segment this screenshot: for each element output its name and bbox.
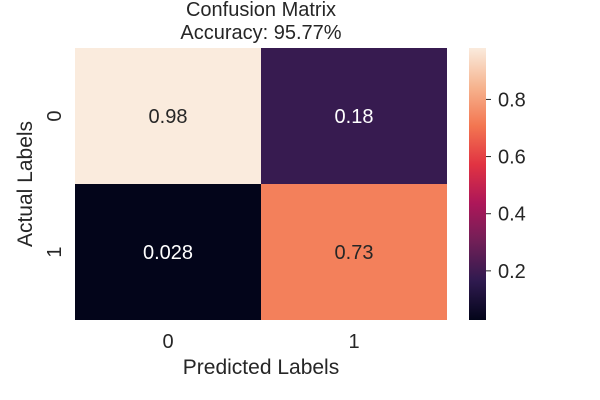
heatmap-cell-0-1 <box>261 48 447 184</box>
cell-annotation-1-1: 0.73 <box>335 242 374 264</box>
colorbar-ticks: 0.2 0.4 0.6 0.8 <box>486 89 526 283</box>
heatmap-cell-0-0 <box>75 48 261 184</box>
colorbar <box>469 48 486 320</box>
y-axis-label: Actual Labels <box>14 121 37 247</box>
y-tick-label: 1 <box>44 246 66 257</box>
x-tick-label: 1 <box>348 331 359 353</box>
y-tick-label: 0 <box>44 110 66 121</box>
cell-annotation-0-1: 0.18 <box>335 106 374 128</box>
y-tick-labels: 01 <box>44 110 66 257</box>
chart-title: Confusion Matrix <box>186 0 336 21</box>
colorbar-tick-label: 0.4 <box>498 204 526 226</box>
heatmap-grid: 0.98 0.18 0.028 0.73 <box>75 48 447 320</box>
x-axis-label: Predicted Labels <box>183 356 339 379</box>
chart-subtitle: Accuracy: 95.77% <box>180 22 341 44</box>
heatmap-cell-1-1 <box>261 184 447 320</box>
cell-annotation-0-0: 0.98 <box>149 106 188 128</box>
cell-annotation-1-0: 0.028 <box>143 242 193 264</box>
colorbar-tick-label: 0.2 <box>498 261 526 283</box>
heatmap-cell-1-0 <box>75 184 261 320</box>
colorbar-tick-label: 0.6 <box>498 147 526 169</box>
x-tick-label: 0 <box>162 331 173 353</box>
colorbar-tick-label: 0.8 <box>498 89 526 111</box>
